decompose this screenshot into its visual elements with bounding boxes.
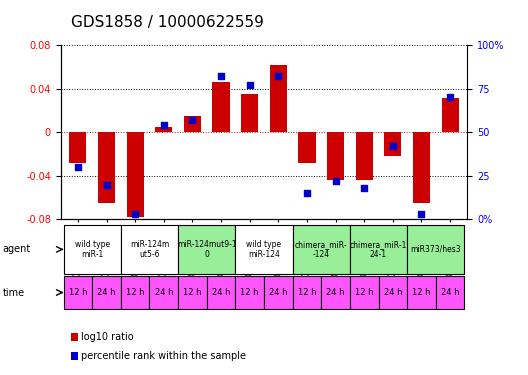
Text: 24 h: 24 h	[97, 288, 116, 297]
Bar	[441, 98, 459, 132]
Text: 12 h: 12 h	[69, 288, 87, 297]
Bar	[270, 64, 287, 132]
Text: wild type
miR-1: wild type miR-1	[74, 240, 110, 259]
Bar	[178, 276, 207, 309]
Bar	[379, 276, 407, 309]
Bar	[384, 132, 401, 156]
Text: 24 h: 24 h	[326, 288, 345, 297]
Point	[446, 94, 454, 100]
Bar	[184, 116, 201, 132]
Bar	[98, 132, 115, 203]
Text: percentile rank within the sample: percentile rank within the sample	[81, 351, 246, 361]
Bar	[413, 132, 430, 203]
Text: 24 h: 24 h	[155, 288, 173, 297]
Point	[217, 74, 225, 80]
Point	[246, 82, 254, 88]
Bar	[121, 225, 178, 274]
Point	[360, 185, 369, 191]
Text: 12 h: 12 h	[240, 288, 259, 297]
Bar	[92, 276, 121, 309]
Text: log10 ratio: log10 ratio	[81, 332, 134, 342]
Bar	[356, 132, 373, 180]
Bar	[69, 132, 87, 163]
Text: miR-124m
ut5-6: miR-124m ut5-6	[130, 240, 169, 259]
Point	[74, 164, 82, 170]
Bar	[293, 225, 350, 274]
Bar	[350, 276, 379, 309]
Text: 24 h: 24 h	[269, 288, 288, 297]
Bar	[127, 132, 144, 217]
Bar	[63, 225, 121, 274]
Bar	[327, 132, 344, 180]
Bar	[212, 82, 230, 132]
Text: 12 h: 12 h	[412, 288, 431, 297]
Text: GDS1858 / 10000622559: GDS1858 / 10000622559	[71, 15, 264, 30]
Text: 12 h: 12 h	[126, 288, 145, 297]
Bar	[321, 276, 350, 309]
Bar	[407, 225, 465, 274]
Point	[274, 74, 282, 80]
Point	[417, 211, 426, 217]
Text: 12 h: 12 h	[355, 288, 373, 297]
Bar	[207, 276, 235, 309]
Text: chimera_miR-1
24-1: chimera_miR-1 24-1	[350, 240, 407, 259]
Bar	[350, 225, 407, 274]
Bar	[235, 225, 293, 274]
Point	[303, 190, 311, 196]
Point	[159, 122, 168, 128]
Bar	[121, 276, 149, 309]
Text: miR373/hes3: miR373/hes3	[410, 245, 461, 254]
Bar	[298, 132, 316, 163]
Bar	[407, 276, 436, 309]
Text: agent: agent	[3, 244, 31, 254]
Bar	[436, 276, 465, 309]
Bar	[149, 276, 178, 309]
Point	[389, 143, 397, 149]
Bar	[235, 276, 264, 309]
Text: miR-124mut9-1
0: miR-124mut9-1 0	[177, 240, 237, 259]
Bar	[63, 276, 92, 309]
Text: chimera_miR-
-124: chimera_miR- -124	[295, 240, 347, 259]
Text: 24 h: 24 h	[212, 288, 230, 297]
Text: 24 h: 24 h	[383, 288, 402, 297]
Bar	[178, 225, 235, 274]
Bar	[241, 94, 258, 132]
Point	[188, 117, 196, 123]
Bar	[264, 276, 293, 309]
Bar	[155, 127, 172, 132]
Point	[102, 182, 111, 188]
Point	[332, 178, 340, 184]
Text: time: time	[3, 288, 25, 297]
Text: 24 h: 24 h	[441, 288, 459, 297]
Bar	[293, 276, 321, 309]
Point	[131, 211, 139, 217]
Text: wild type
miR-124: wild type miR-124	[247, 240, 281, 259]
Text: 12 h: 12 h	[183, 288, 202, 297]
Text: 12 h: 12 h	[298, 288, 316, 297]
